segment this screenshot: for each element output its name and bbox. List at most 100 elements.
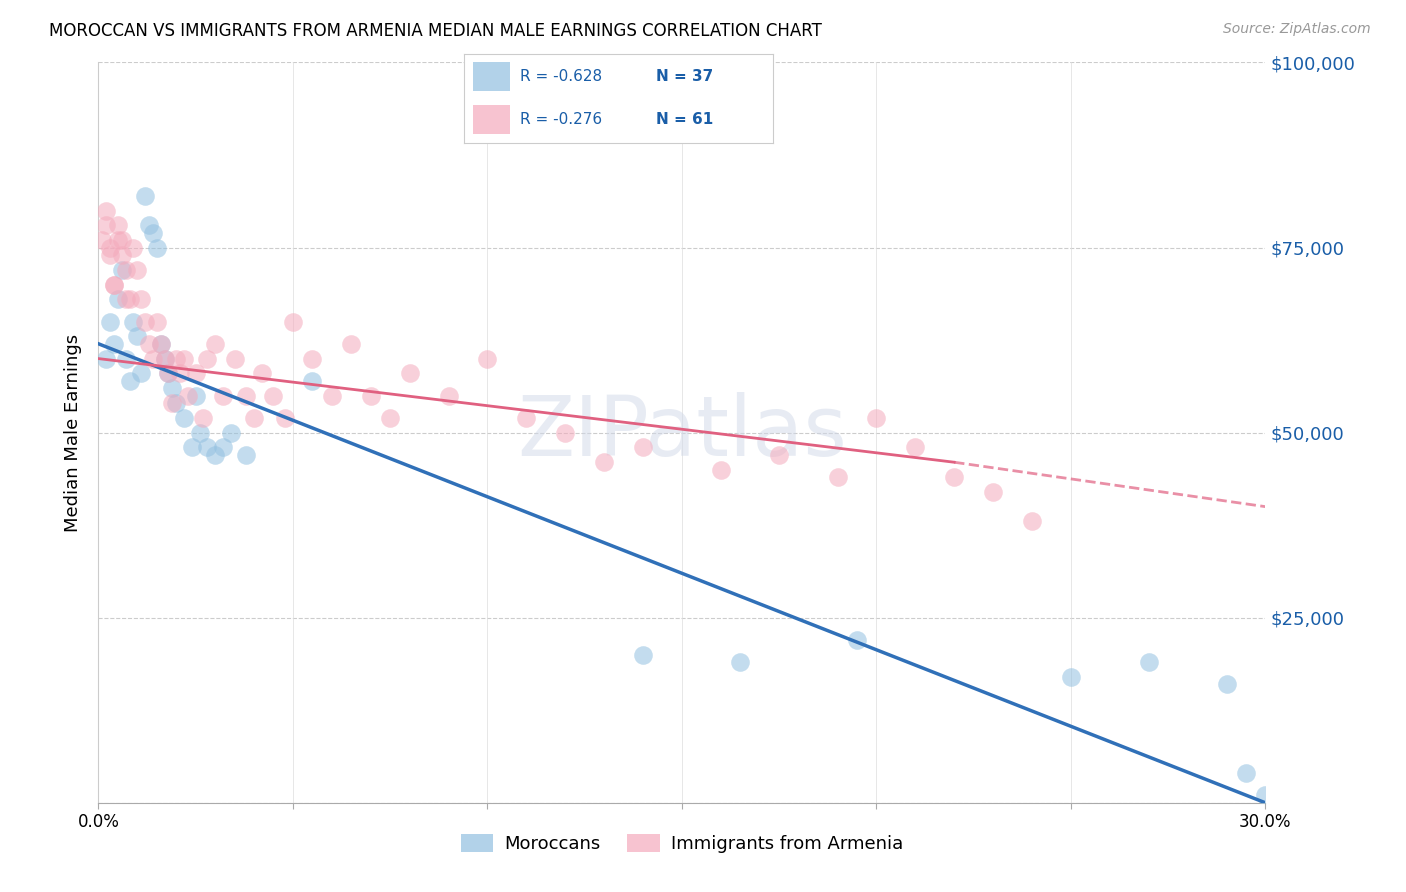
Point (96, 203, 118, 218)
Point (212, 388, 235, 402)
Point (149, 336, 172, 351)
Point (865, 410, 887, 425)
Y-axis label: Median Male Earnings: Median Male Earnings (65, 334, 83, 532)
Text: Source: ZipAtlas.com: Source: ZipAtlas.com (1223, 22, 1371, 37)
Text: R = -0.628: R = -0.628 (520, 70, 602, 84)
Point (162, 396, 184, 410)
Point (1215, 677, 1237, 691)
Point (204, 448, 226, 462)
Point (710, 462, 733, 476)
Point (1021, 515, 1043, 529)
Point (118, 293, 141, 307)
Point (730, 655, 752, 669)
Point (827, 470, 849, 484)
Point (250, 367, 273, 381)
Point (1254, 789, 1277, 803)
Point (301, 351, 323, 366)
Point (103, 277, 125, 292)
Point (107, 233, 129, 247)
Point (554, 425, 576, 440)
Point (981, 484, 1004, 499)
Point (301, 374, 323, 388)
Point (321, 388, 343, 402)
Point (153, 351, 176, 366)
Point (98, 248, 121, 262)
Point (129, 367, 152, 381)
Point (177, 388, 200, 402)
Point (96, 351, 118, 366)
Point (188, 425, 211, 440)
Point (173, 410, 195, 425)
Point (157, 367, 180, 381)
Point (768, 448, 790, 462)
Point (138, 219, 160, 233)
Point (380, 410, 402, 425)
Point (235, 388, 257, 402)
Text: MOROCCAN VS IMMIGRANTS FROM ARMENIA MEDIAN MALE EARNINGS CORRELATION CHART: MOROCCAN VS IMMIGRANTS FROM ARMENIA MEDI… (49, 22, 823, 40)
Point (477, 351, 499, 366)
Point (1060, 670, 1083, 684)
Point (173, 351, 195, 366)
Point (943, 470, 966, 484)
Point (107, 219, 129, 233)
Point (129, 293, 152, 307)
Point (631, 441, 654, 455)
Point (91, 233, 114, 247)
Point (122, 240, 145, 255)
Point (165, 351, 187, 366)
Point (162, 381, 184, 395)
Point (114, 351, 136, 366)
Point (846, 632, 869, 647)
Point (193, 410, 215, 425)
Point (98, 314, 121, 328)
Point (142, 351, 165, 366)
Point (195, 351, 218, 366)
Point (219, 425, 242, 440)
Point (515, 410, 537, 425)
Point (96, 219, 118, 233)
Point (134, 188, 156, 202)
Point (114, 293, 136, 307)
Point (169, 367, 191, 381)
Text: ZIPatlas: ZIPatlas (517, 392, 846, 473)
Point (122, 314, 145, 328)
Bar (474, 62, 510, 91)
Point (103, 336, 125, 351)
Point (360, 388, 382, 402)
Point (184, 388, 207, 402)
Point (281, 314, 304, 328)
Point (114, 262, 136, 277)
Point (146, 314, 169, 328)
Bar (474, 105, 510, 134)
Point (149, 336, 172, 351)
Point (180, 441, 202, 455)
Point (153, 351, 176, 366)
Point (118, 374, 141, 388)
Point (184, 367, 207, 381)
Point (904, 441, 927, 455)
Point (146, 240, 169, 255)
Point (98, 240, 121, 255)
Point (212, 441, 235, 455)
Point (274, 410, 297, 425)
Point (224, 351, 246, 366)
Point (235, 448, 257, 462)
Point (138, 336, 160, 351)
Point (111, 248, 134, 262)
Point (195, 441, 218, 455)
Point (593, 455, 616, 469)
Text: N = 37: N = 37 (655, 70, 713, 84)
Point (107, 293, 129, 307)
Point (262, 388, 284, 402)
Point (111, 262, 134, 277)
Point (127, 329, 149, 343)
Point (631, 648, 654, 662)
Point (398, 367, 420, 381)
Point (127, 262, 149, 277)
Point (243, 410, 266, 425)
Point (437, 388, 460, 402)
Point (1234, 766, 1257, 780)
Legend: Moroccans, Immigrants from Armenia: Moroccans, Immigrants from Armenia (454, 827, 910, 861)
Point (165, 396, 187, 410)
Point (103, 277, 125, 292)
